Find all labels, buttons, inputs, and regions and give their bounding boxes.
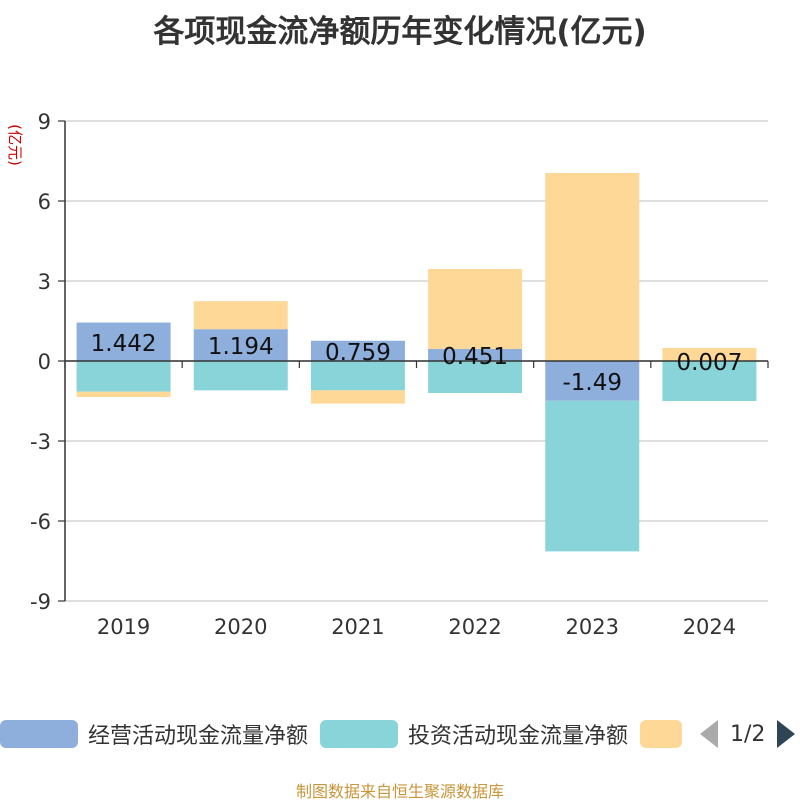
y-tick-label: 0 bbox=[38, 350, 51, 374]
legend-pager: 1/2 bbox=[700, 714, 795, 754]
legend-swatch-third bbox=[640, 720, 682, 748]
legend-swatch-operating bbox=[0, 720, 78, 748]
bar-series-1-2023 bbox=[545, 401, 639, 552]
legend-item-operating[interactable]: 经营活动现金流量净额 bbox=[0, 714, 308, 754]
legend-swatch-investing bbox=[320, 720, 398, 748]
y-tick-label: -6 bbox=[30, 510, 51, 534]
x-tick-label: 2020 bbox=[214, 615, 267, 639]
data-label: 0.007 bbox=[676, 350, 742, 376]
x-tick-label: 2023 bbox=[566, 615, 619, 639]
y-tick-label: -9 bbox=[30, 590, 51, 614]
bar-series-2-2023 bbox=[545, 173, 639, 361]
legend-label-investing: 投资活动现金流量净额 bbox=[408, 718, 628, 750]
pager-next-icon[interactable] bbox=[777, 720, 795, 748]
data-label: -1.49 bbox=[562, 370, 622, 396]
legend-label-operating: 经营活动现金流量净额 bbox=[88, 718, 308, 750]
y-axis-unit-label: (亿元) bbox=[6, 124, 24, 166]
bar-series-1-2020 bbox=[194, 361, 288, 390]
pager-prev-icon[interactable] bbox=[700, 720, 718, 748]
bar-series-2-2019 bbox=[77, 392, 171, 397]
x-tick-label: 2021 bbox=[331, 615, 384, 639]
x-tick-label: 2019 bbox=[97, 615, 150, 639]
y-tick-label: 9 bbox=[38, 110, 51, 134]
data-label: 0.759 bbox=[325, 340, 391, 366]
bar-series-2-2020 bbox=[194, 301, 288, 329]
x-tick-label: 2022 bbox=[448, 615, 501, 639]
source-note: 制图数据来自恒生聚源数据库 bbox=[0, 778, 800, 802]
bar-series-2-2022 bbox=[428, 269, 522, 349]
y-tick-label: 3 bbox=[38, 270, 51, 294]
data-label: 1.194 bbox=[208, 334, 274, 360]
legend-item-investing[interactable]: 投资活动现金流量净额 bbox=[320, 714, 628, 754]
legend-item-third[interactable] bbox=[640, 714, 682, 754]
y-tick-label: 6 bbox=[38, 190, 51, 214]
bar-series-2-2021 bbox=[311, 390, 405, 403]
bar-series-1-2019 bbox=[77, 361, 171, 392]
data-label: 0.451 bbox=[442, 344, 508, 370]
y-tick-label: -3 bbox=[30, 430, 51, 454]
pager-text: 1/2 bbox=[730, 722, 765, 747]
x-tick-label: 2024 bbox=[683, 615, 736, 639]
data-label: 1.442 bbox=[91, 331, 157, 357]
legend: 经营活动现金流量净额 投资活动现金流量净额 bbox=[0, 714, 800, 754]
